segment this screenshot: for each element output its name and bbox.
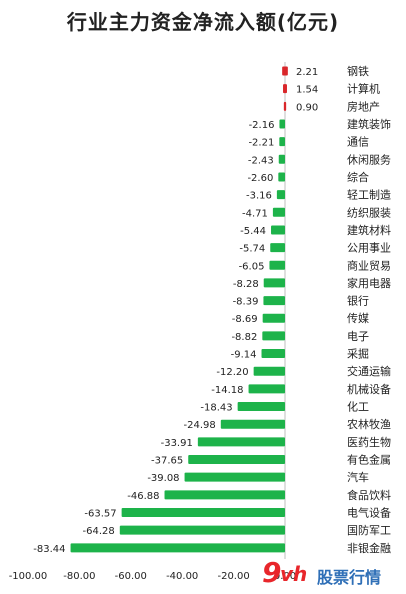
- data-label-4: -2.21: [248, 138, 274, 149]
- data-label-10: -5.74: [239, 244, 265, 255]
- category-label-0: 钢铁: [347, 65, 369, 78]
- bar-25: [121, 508, 286, 517]
- watermark-logo-digit: 9: [262, 556, 282, 589]
- category-label-24: 食品饮料: [347, 488, 391, 502]
- data-label-21: -33.91: [161, 438, 193, 449]
- category-label-14: 传媒: [347, 312, 369, 325]
- category-label-22: 有色金属: [347, 453, 391, 467]
- bar-20: [220, 419, 285, 429]
- category-label-23: 汽车: [347, 470, 369, 484]
- bar-23: [184, 472, 285, 482]
- data-label-16: -9.14: [231, 350, 257, 361]
- x-tick-label-0: -100.00: [9, 571, 48, 582]
- x-tick-label-4: -20.00: [217, 571, 249, 582]
- data-label-1: 1.54: [296, 85, 318, 96]
- category-label-5: 休闲服务: [347, 152, 391, 166]
- category-label-19: 化工: [347, 400, 369, 414]
- category-label-10: 公用事业: [347, 242, 391, 255]
- bar-8: [272, 207, 285, 217]
- bar-27: [70, 543, 285, 553]
- category-label-20: 农林牧渔: [347, 417, 391, 431]
- data-label-25: -63.57: [84, 509, 116, 520]
- bar-24: [164, 490, 285, 500]
- category-label-27: 非银金融: [347, 541, 391, 555]
- bar-6: [278, 172, 285, 182]
- bar-21: [197, 437, 285, 447]
- data-label-7: -3.16: [246, 191, 272, 202]
- watermark-text: 股票行情: [317, 568, 382, 587]
- bar-26: [119, 525, 285, 535]
- data-label-27: -83.44: [33, 544, 65, 555]
- data-label-6: -2.60: [247, 173, 273, 184]
- category-label-3: 建筑装饰: [347, 117, 391, 131]
- bar-11: [269, 260, 285, 270]
- data-label-9: -5.44: [240, 226, 266, 237]
- bar-4: [279, 137, 285, 147]
- category-label-2: 房地产: [347, 99, 380, 113]
- bar-7: [276, 190, 285, 200]
- category-label-8: 纺织服装: [347, 205, 391, 219]
- bar-2: [283, 101, 287, 111]
- category-label-9: 建筑材料: [347, 223, 391, 237]
- data-label-18: -14.18: [211, 385, 243, 396]
- bar-19: [237, 402, 285, 412]
- category-label-12: 家用电器: [347, 276, 391, 290]
- watermark-logo: 9 vh 股票行情: [262, 556, 406, 594]
- data-label-13: -8.39: [233, 297, 259, 308]
- watermark-logo-letters: vh: [280, 562, 308, 586]
- data-label-14: -8.69: [232, 314, 258, 325]
- data-label-19: -18.43: [200, 403, 232, 414]
- bar-17: [253, 366, 285, 376]
- x-tick-label-1: -80.00: [63, 571, 95, 582]
- chart-title: 行业主力资金净流入额(亿元): [66, 10, 340, 34]
- data-label-2: 0.90: [296, 102, 318, 113]
- category-label-11: 商业贸易: [347, 258, 391, 272]
- data-label-22: -37.65: [151, 456, 183, 467]
- category-label-4: 通信: [347, 136, 369, 149]
- bar-15: [262, 331, 285, 341]
- data-label-0: 2.21: [296, 67, 318, 78]
- data-label-23: -39.08: [147, 473, 179, 484]
- category-label-6: 综合: [347, 170, 369, 184]
- category-label-18: 机械设备: [347, 382, 391, 396]
- data-label-8: -4.71: [242, 208, 268, 219]
- category-label-13: 银行: [347, 294, 369, 308]
- category-label-26: 国防军工: [347, 523, 391, 537]
- bar-22: [188, 455, 285, 465]
- data-label-24: -46.88: [127, 491, 159, 502]
- bar-9: [271, 225, 285, 235]
- data-label-12: -8.28: [233, 279, 259, 290]
- data-label-17: -12.20: [216, 367, 248, 378]
- data-label-3: -2.16: [249, 120, 275, 131]
- bar-1: [283, 84, 287, 94]
- data-label-11: -6.05: [239, 261, 265, 272]
- data-label-26: -64.28: [83, 526, 115, 537]
- category-label-17: 交通运输: [347, 364, 391, 378]
- category-label-16: 采掘: [347, 347, 369, 361]
- x-tick-label-3: -40.00: [166, 571, 198, 582]
- bar-5: [278, 154, 285, 164]
- category-label-25: 电气设备: [347, 506, 391, 520]
- x-tick-label-2: -60.00: [115, 571, 147, 582]
- category-label-7: 轻工制造: [347, 188, 391, 202]
- bar-14: [262, 313, 285, 323]
- bar-0: [282, 66, 288, 76]
- category-label-15: 电子: [347, 330, 369, 343]
- category-label-1: 计算机: [347, 82, 380, 96]
- bar-3: [279, 119, 285, 129]
- bar-13: [263, 296, 285, 306]
- x-tick-label-5: 0.00: [274, 571, 296, 582]
- bar-18: [248, 384, 285, 394]
- data-label-15: -8.82: [231, 332, 257, 343]
- bar-16: [261, 349, 285, 359]
- data-label-5: -2.43: [248, 155, 274, 166]
- bar-12: [263, 278, 285, 288]
- data-label-20: -24.98: [184, 420, 216, 431]
- category-label-21: 医药生物: [347, 435, 391, 449]
- bar-10: [270, 243, 285, 253]
